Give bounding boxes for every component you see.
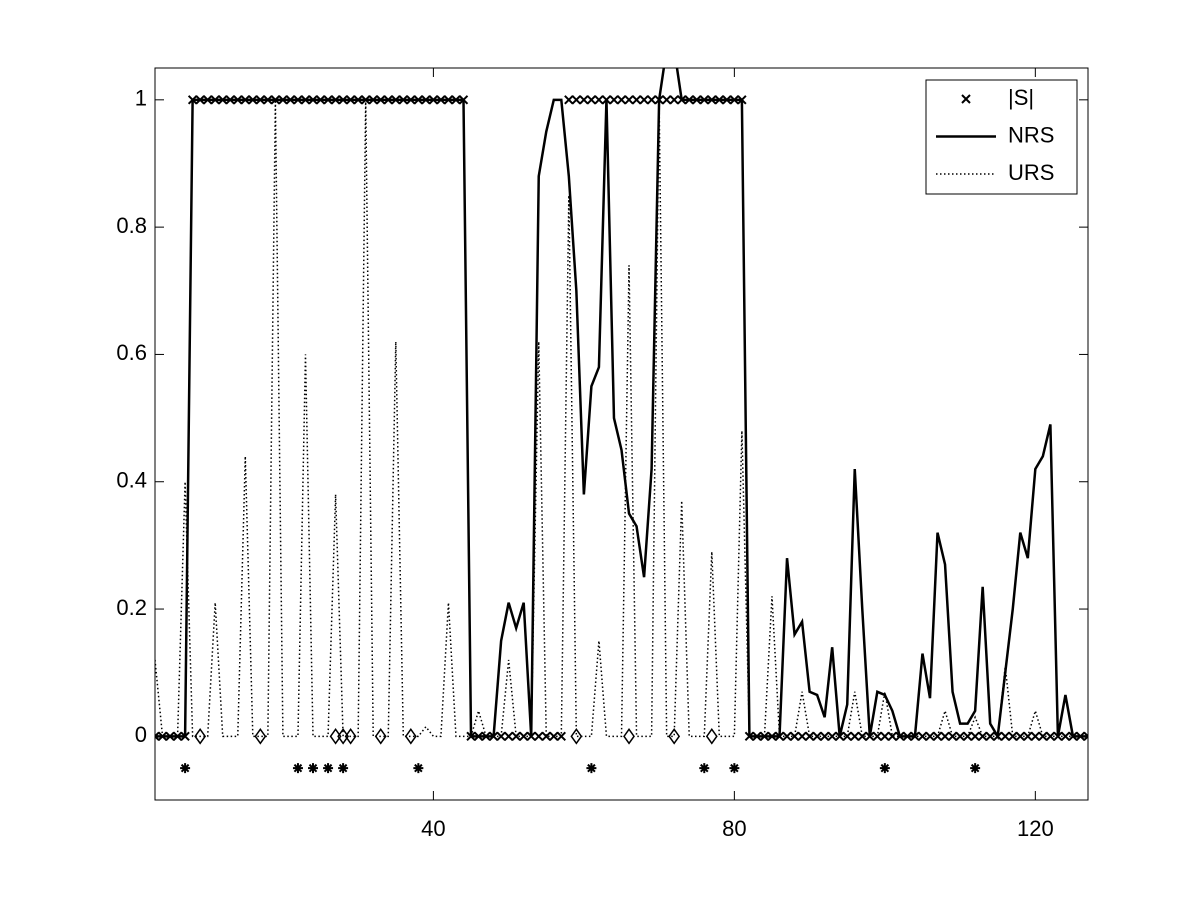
- x-marker: [961, 94, 971, 104]
- star-marker: [323, 763, 334, 774]
- y-tick-label: 0.8: [116, 213, 147, 238]
- x-marker: [1008, 731, 1018, 742]
- x-marker: [857, 731, 867, 742]
- star-marker: [180, 763, 191, 774]
- star-marker: [338, 763, 349, 774]
- x-marker: [1000, 731, 1010, 742]
- x-marker: [549, 731, 559, 742]
- y-tick-label: 0.2: [116, 595, 147, 620]
- x-marker: [977, 731, 988, 742]
- x-marker: [1083, 731, 1088, 742]
- x-marker: [564, 95, 574, 105]
- x-marker: [1030, 731, 1041, 742]
- star-marker: [970, 763, 981, 774]
- x-marker: [155, 731, 160, 742]
- y-tick-label: 0: [135, 722, 147, 747]
- x-marker: [639, 95, 649, 105]
- x-marker: [631, 95, 642, 105]
- diamond-marker: [254, 728, 267, 745]
- x-marker: [880, 731, 890, 742]
- diamond-marker: [570, 728, 583, 745]
- x-marker: [624, 95, 634, 105]
- x-marker: [594, 95, 604, 105]
- x-tick-label: 120: [1017, 816, 1054, 841]
- star-marker: [292, 763, 303, 774]
- star-marker: [879, 763, 890, 774]
- x-marker: [797, 731, 807, 742]
- legend-label: NRS: [1008, 122, 1054, 147]
- x-marker: [887, 731, 898, 742]
- x-marker: [940, 731, 950, 742]
- diamond-marker: [194, 728, 207, 745]
- x-marker: [541, 731, 551, 742]
- x-marker: [579, 95, 589, 105]
- y-tick-label: 1: [135, 86, 147, 111]
- series-line: [155, 99, 1088, 738]
- x-marker: [511, 731, 521, 742]
- diamond-marker: [344, 728, 357, 745]
- x-marker: [609, 95, 619, 105]
- x-marker: [646, 95, 657, 105]
- y-tick-label: 0.4: [116, 468, 147, 493]
- y-tick-label: 0.6: [116, 340, 147, 365]
- x-marker: [804, 731, 815, 742]
- x-marker: [534, 731, 544, 742]
- x-marker: [970, 731, 980, 742]
- axes-box: [154, 67, 1089, 801]
- x-marker: [789, 731, 800, 742]
- x-marker: [503, 731, 514, 742]
- diamond-marker: [623, 728, 635, 745]
- x-marker: [812, 731, 822, 742]
- x-tick-label: 80: [722, 816, 746, 841]
- x-marker: [661, 95, 672, 105]
- x-marker: [571, 95, 582, 105]
- x-marker: [850, 731, 860, 742]
- star-marker: [586, 763, 597, 774]
- diamond-marker: [705, 728, 718, 745]
- x-marker: [616, 95, 627, 105]
- star-marker: [699, 763, 710, 774]
- x-marker: [1038, 731, 1048, 742]
- x-tick-label: 40: [421, 816, 445, 841]
- star-marker: [308, 763, 319, 774]
- plot-area: [155, 68, 1088, 774]
- x-marker: [947, 731, 958, 742]
- diamond-marker: [374, 728, 387, 745]
- x-marker: [586, 95, 597, 105]
- diamond-marker: [668, 728, 681, 745]
- x-marker: [669, 95, 679, 105]
- series-line: [155, 68, 1088, 741]
- star-marker: [729, 763, 740, 774]
- x-marker: [842, 731, 852, 742]
- diamond-marker: [404, 728, 417, 745]
- star-marker: [413, 763, 424, 774]
- legend-label: URS: [1008, 160, 1054, 185]
- legend-label: |S|: [1008, 85, 1034, 110]
